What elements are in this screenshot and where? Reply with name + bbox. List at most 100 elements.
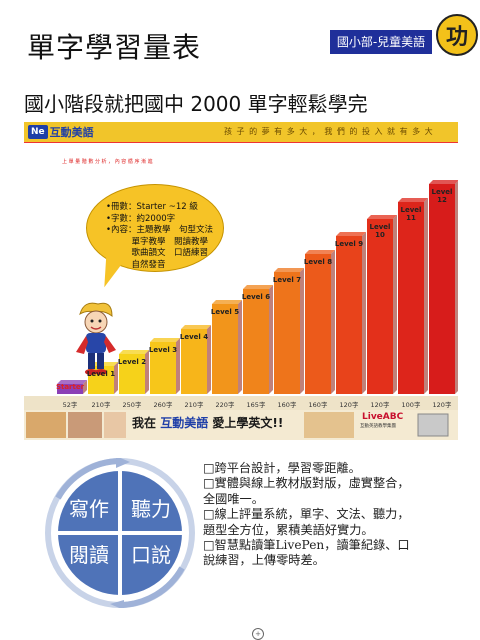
department-badge: 國小部-兒童美語 xyxy=(330,30,432,54)
banner-slogan-post: 愛上學英文!! xyxy=(212,416,284,430)
level-bars xyxy=(57,180,458,394)
level-bar xyxy=(57,384,83,394)
cycle-listening: 聽力 xyxy=(131,497,171,521)
bar-side xyxy=(83,380,87,394)
word-count-label: 160字 xyxy=(308,401,328,409)
bubble-text: •冊數：Starter ~12 級 •字數：約2000字 •內容：主題教學 句型文法… xyxy=(106,202,213,271)
level-bar xyxy=(119,354,145,394)
bar-side xyxy=(269,285,273,394)
level-label: Level 1 xyxy=(86,370,116,378)
skills-cycle-diagram: 寫作 聽力 閱讀 口說 xyxy=(40,458,200,608)
bubble-line: •內容：主題教學 句型文法 xyxy=(106,225,214,235)
level-bar xyxy=(398,202,424,394)
bar-top xyxy=(305,250,335,254)
bar-side xyxy=(331,250,335,394)
word-count-label: 220字 xyxy=(215,401,235,409)
cycle-graphic xyxy=(45,458,195,608)
level-bar xyxy=(429,184,455,394)
bar-side xyxy=(176,338,180,394)
level-label: Level 9 xyxy=(334,240,364,248)
word-count-label: 120字 xyxy=(432,401,452,409)
level-label: Level 11 xyxy=(400,206,422,222)
feature-list: □跨平台設計，學習零距離。 □實體與線上教材版對版，虛實整合，全國唯一。 □線上… xyxy=(203,461,418,569)
bubble-line: 單字教學 閱讀教學 xyxy=(106,236,209,247)
bar-top xyxy=(119,350,149,354)
bar-top xyxy=(212,300,242,304)
level-bar xyxy=(181,329,207,394)
level-bar xyxy=(305,254,331,394)
infographic-small-heading: 上 單 量 階 數 分 析 ， 內 容 循 序 漸 進 xyxy=(62,159,153,165)
logo-seal: 功 xyxy=(436,14,478,56)
banner-slogan: 我在 互動美語 愛上學英文!! xyxy=(132,414,283,431)
level-label: Level 12 xyxy=(431,188,453,204)
level-bar xyxy=(274,272,300,394)
feature-item: □跨平台設計，學習零距離。 xyxy=(203,461,361,475)
bar-side xyxy=(362,232,366,394)
cycle-reading: 閱讀 xyxy=(69,543,109,567)
page-indicator: + xyxy=(252,628,264,640)
bar-top xyxy=(429,180,458,184)
bar-top xyxy=(398,198,428,202)
level-label: Level 8 xyxy=(303,258,333,266)
level-label: Level 3 xyxy=(148,346,178,354)
cycle-speaking: 口說 xyxy=(131,543,171,567)
word-count-label: 52字 xyxy=(62,401,78,409)
level-label: Level 7 xyxy=(272,276,302,284)
bubble-line: •字數：約2000字 xyxy=(106,213,176,224)
banner-slogan-pre: 我在 xyxy=(132,416,157,430)
page-title: 單字學習量表 xyxy=(27,31,202,64)
bar-side xyxy=(238,300,242,394)
liveabc-logo: LiveABC xyxy=(362,412,404,422)
level-label: Level 4 xyxy=(179,333,209,341)
mascot-illustration xyxy=(76,302,116,375)
photo-banner xyxy=(24,410,458,440)
bar-side xyxy=(393,215,397,394)
feature-item: □線上評量系統，單字、文法、聽力，題型全方位，累積美語好實力。 xyxy=(203,507,410,537)
word-count-strip xyxy=(24,396,458,410)
brand-logo: Ne 互動美語 xyxy=(28,124,94,140)
bar-top xyxy=(57,380,87,384)
bar-side xyxy=(145,350,149,394)
bubble-line: •冊數：Starter ~12 級 xyxy=(106,202,198,212)
level-label: Level 10 xyxy=(369,223,391,239)
bar-top xyxy=(367,215,397,219)
page-subtitle: 國小階段就把國中 2000 單字輕鬆學完 xyxy=(24,92,368,116)
bubble-line: 歌曲韻文 口語練習 xyxy=(106,248,209,258)
level-bar xyxy=(243,289,269,394)
word-count-label: 250字 xyxy=(122,401,142,409)
bar-top xyxy=(336,232,366,236)
bar-top xyxy=(181,325,211,329)
word-count-label: 120字 xyxy=(370,401,390,409)
speech-bubble xyxy=(86,184,224,272)
level-bar xyxy=(212,304,238,394)
word-count-label: 160字 xyxy=(277,401,297,409)
brand-logo-mark: Ne xyxy=(28,125,48,139)
bar-side xyxy=(207,325,211,394)
bar-side xyxy=(114,362,118,394)
banner-slogan-brand: 互動美語 xyxy=(160,416,209,430)
word-count-label: 210字 xyxy=(184,401,204,409)
level-label: Level 6 xyxy=(241,293,271,301)
slogan: 孩 子 的 夢 有 多 大 ， 我 們 的 投 入 就 有 多 大 xyxy=(224,127,434,136)
level-bar xyxy=(150,342,176,394)
level-label: Level 5 xyxy=(210,308,240,316)
level-bar xyxy=(336,236,362,394)
liveabc-subtitle: 互動英語教學集團 xyxy=(360,424,396,429)
bar-top xyxy=(243,285,273,289)
cycle-writing: 寫作 xyxy=(69,497,109,521)
word-count-label: 165字 xyxy=(246,401,266,409)
level-label: Level 2 xyxy=(117,358,147,366)
bar-side xyxy=(424,198,428,394)
bubble-line: 自然發音 xyxy=(106,259,166,270)
level-bar xyxy=(367,219,393,394)
word-count-label: 100字 xyxy=(401,401,421,409)
feature-item: □智慧點讀筆LivePen，讀筆紀錄、口說練習，上傳零時差。 xyxy=(203,538,410,568)
word-count-label: 120字 xyxy=(339,401,359,409)
word-count-label: 210字 xyxy=(91,401,111,409)
brand-logo-text: 互動美語 xyxy=(49,126,94,139)
word-count-label: 260字 xyxy=(153,401,173,409)
bar-side xyxy=(455,181,458,394)
vocabulary-infographic: Ne 互動美語 孩 子 的 夢 有 多 大 ， 我 們 的 投 入 就 有 多 … xyxy=(24,122,458,440)
header-divider xyxy=(24,142,458,143)
feature-item: □實體與線上教材版對版，虛實整合，全國唯一。 xyxy=(203,476,410,506)
